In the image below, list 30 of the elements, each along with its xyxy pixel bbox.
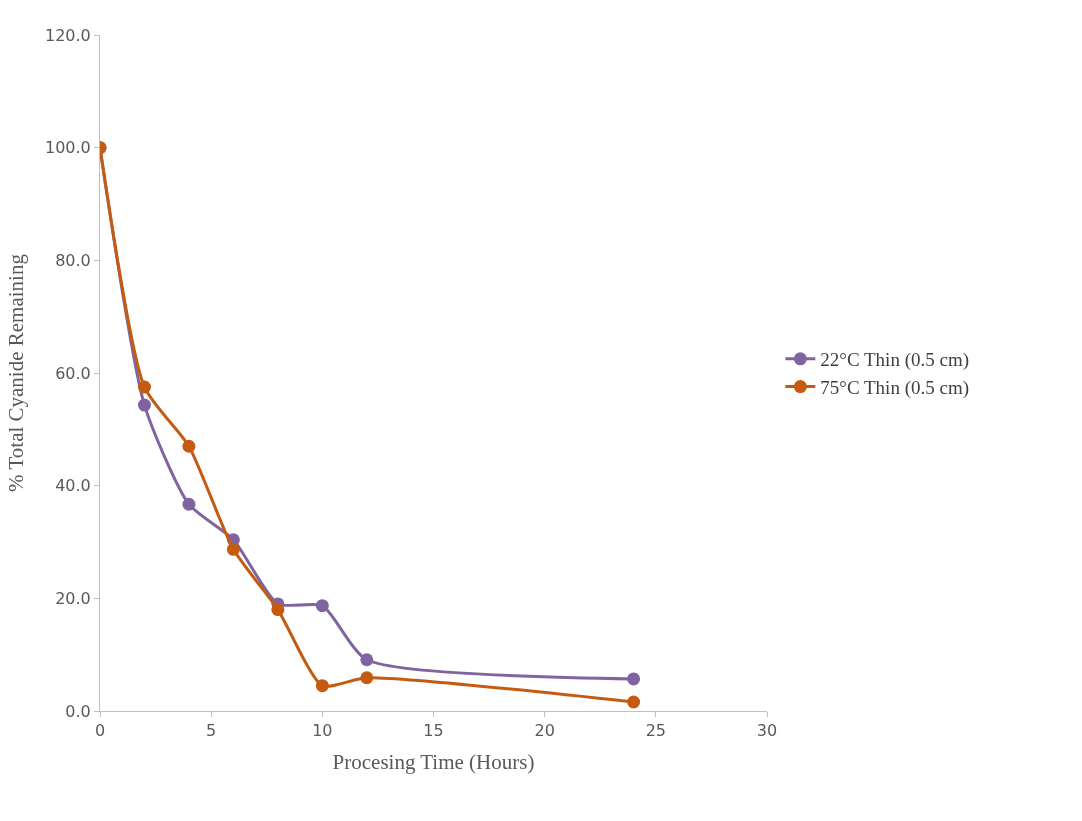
x-tick-label: 25 [645,721,667,741]
y-axis-title: % Total Cyanide Remaining [4,253,29,492]
point [182,497,196,511]
y-tick-label: 100.0 [44,138,91,158]
y-tick-label: 40.0 [55,476,91,496]
point [315,679,329,693]
y-tick-label: 0.0 [65,701,91,721]
point [315,599,329,613]
legend-label: 75°C Thin (0.5 cm) [820,376,970,399]
point [137,380,151,394]
y-tick-label: 60.0 [55,363,91,383]
x-tick-label: 5 [206,721,217,741]
y-tick-label: 20.0 [55,588,91,608]
x-tick-label: 20 [534,721,555,741]
x-tick-label: 0 [94,721,106,741]
point [627,672,641,686]
x-tick-label: 15 [423,721,444,741]
x-tick-label: 30 [756,721,778,741]
point [271,603,285,617]
y-tick-label: 80.0 [55,250,91,270]
point [360,653,374,667]
x-axis-title: Procesing Time (Hours) [332,750,535,775]
y-tick-label: 120.0 [44,25,91,45]
point [226,542,240,556]
x-tick-label: 10 [312,721,333,741]
point [360,671,374,685]
point [182,439,196,453]
legend-label: 22°C Thin (0.5 cm) [820,349,970,372]
point [627,695,641,709]
point [137,398,151,412]
